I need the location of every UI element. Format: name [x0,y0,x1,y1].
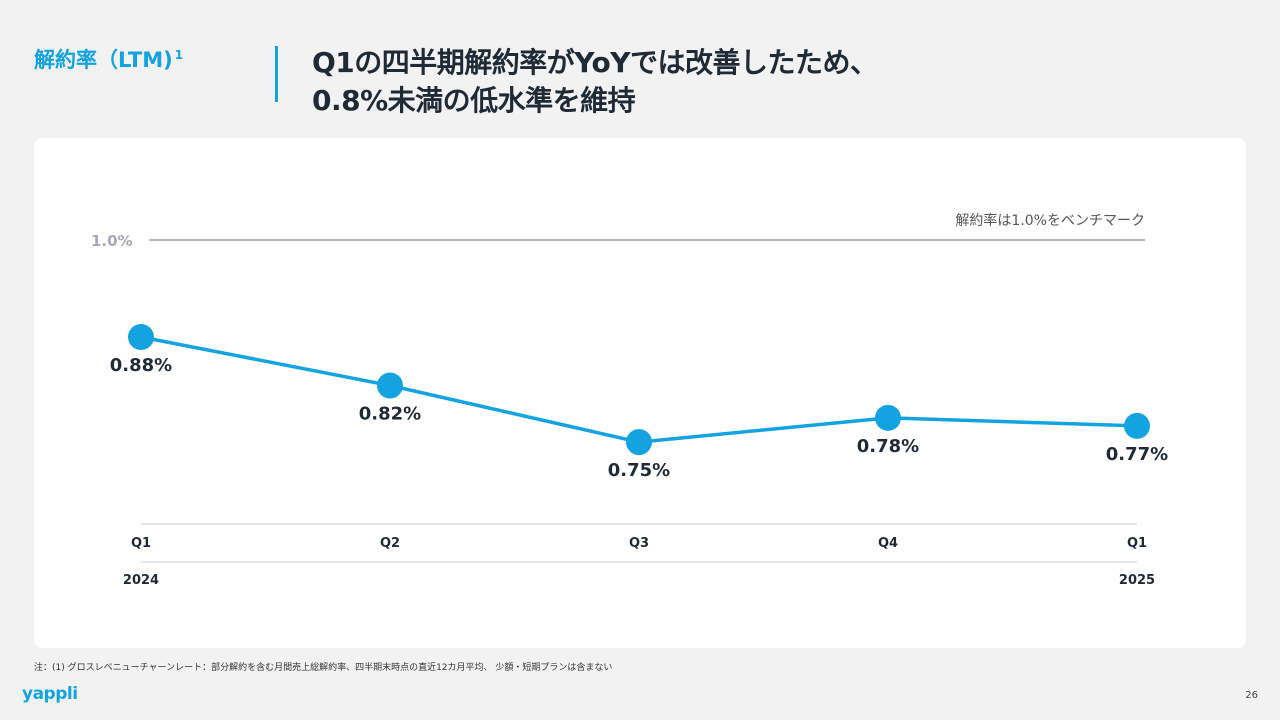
x-tick-label-5: Q1 [1127,536,1147,551]
x-tick-label-3: Q3 [629,536,649,551]
benchmark-note: 解約率は1.0%をベンチマーク [955,212,1145,229]
footnote-marker: 1 [174,48,184,62]
header-divider [275,46,278,102]
page-title: Q1の四半期解約率がYoYでは改善したため、 0.8%未満の低水準を維持 [312,44,878,120]
data-label-3: 0.75% [608,460,670,481]
year-label-1: 2024 [123,573,159,588]
chart-card: 1.0% 解約率は1.0%をベンチマーク 0.88% 0.82% 0.75% 0.78% 0… [34,138,1246,648]
data-point-3 [626,429,652,456]
data-label-4: 0.78% [857,436,919,457]
data-point-5 [1124,412,1150,439]
data-label-1: 0.88% [110,355,172,376]
x-tick-label-1: Q1 [131,536,151,551]
data-point-4 [875,404,901,431]
data-label-2: 0.82% [359,404,421,425]
footnote: 注：(1) グロスレベニューチャーンレート：部分解約を含む月間売上総解約率、四半… [34,663,613,673]
benchmark-value-label: 1.0% [91,232,133,250]
line-chart: 1.0% 解約率は1.0%をベンチマーク 0.88% 0.82% 0.75% 0.78% 0… [91,212,1168,588]
year-label-5: 2025 [1119,573,1155,588]
data-point-1 [128,324,154,350]
headline-line-2: 0.8%未満の低水準を維持 [312,84,636,117]
data-label-5: 0.77% [1106,444,1168,465]
headline-line-1: Q1の四半期解約率がYoYでは改善したため、 [312,46,878,79]
section-label: 解約率（LTM) 1 [34,44,183,74]
x-tick-label-4: Q4 [878,536,898,551]
x-tick-label-2: Q2 [380,536,400,551]
yappli-logo: yappli [22,684,78,704]
data-point-2 [377,372,403,399]
page-number: 26 [1245,690,1258,701]
section-label-text: 解約率（LTM) [34,48,173,72]
series-line [140,335,1138,444]
